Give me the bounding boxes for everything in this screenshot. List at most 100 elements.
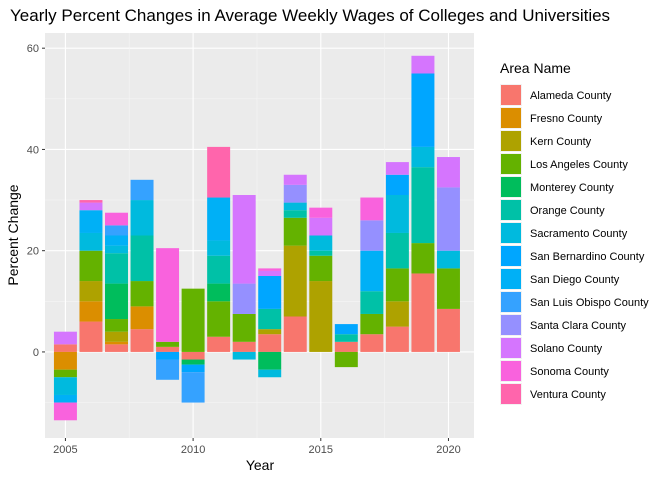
bar-segment <box>79 210 103 233</box>
bar-segment <box>105 344 128 352</box>
bar-segment <box>156 359 180 380</box>
legend-label: Sacramento County <box>530 228 628 240</box>
bar-segment <box>436 187 460 251</box>
bar-segment <box>130 235 154 282</box>
bar-segment <box>105 341 128 345</box>
bar-segment <box>436 268 460 309</box>
bar-segment <box>411 273 435 352</box>
legend-label: Orange County <box>530 205 605 217</box>
bar-segment <box>334 334 358 342</box>
bar-segment <box>79 281 103 302</box>
bar-segment <box>207 336 231 352</box>
bar-segment <box>105 212 128 226</box>
bar-segment <box>79 250 103 282</box>
legend-key <box>501 85 521 105</box>
x-axis-title: Year <box>246 457 275 473</box>
bar-segment <box>53 369 77 378</box>
y-axis-title: Percent Change <box>5 184 21 285</box>
bar-segment <box>360 250 384 292</box>
legend-label: Kern County <box>530 136 592 148</box>
legend-key <box>501 177 521 197</box>
bar-segment <box>130 329 154 352</box>
bar-segment <box>181 364 205 373</box>
legend-key <box>501 154 521 174</box>
bar-segment <box>411 243 435 274</box>
y-tick-label: 40 <box>27 144 39 156</box>
bar-segment <box>130 306 154 330</box>
bar-segment <box>411 146 435 168</box>
y-tick-label: 20 <box>27 246 39 258</box>
legend: Alameda County Fresno County Kern County Lo… <box>500 84 649 405</box>
bar-segment <box>181 359 205 365</box>
bar-segment <box>385 162 409 175</box>
legend-label: San Diego County <box>530 274 620 286</box>
legend-key <box>501 200 521 220</box>
bar-segment <box>258 329 282 335</box>
bar-segment <box>79 301 103 322</box>
bar-segment <box>105 225 128 236</box>
bar-segment <box>411 73 435 147</box>
bar-segment <box>207 240 231 256</box>
legend-label: Ventura County <box>530 389 606 401</box>
bar-segment <box>53 351 77 370</box>
bar-segment <box>232 341 256 352</box>
bar-segment <box>53 402 77 421</box>
bar-segment <box>232 313 256 342</box>
legend-key <box>501 338 521 358</box>
bar-segment <box>105 331 128 342</box>
bar-segment <box>385 301 409 327</box>
bar-segment <box>207 197 231 241</box>
bar-segment <box>258 334 282 352</box>
bar-segment <box>156 341 180 347</box>
bar-segment <box>258 351 282 370</box>
bar-segment <box>53 344 77 352</box>
bar-segment <box>258 308 282 330</box>
legend-title: Area Name <box>500 60 571 76</box>
bar-segment <box>105 283 128 320</box>
bars <box>53 55 460 421</box>
legend-key <box>501 269 521 289</box>
bar-segment <box>360 197 384 221</box>
bar-segment <box>53 331 77 345</box>
bar-segment <box>79 202 103 211</box>
bar-segment <box>258 268 282 271</box>
bar-segment <box>258 270 282 276</box>
bar-segment <box>334 351 358 368</box>
bar-segment <box>309 255 333 282</box>
legend-label: Fresno County <box>530 113 603 125</box>
legend-key <box>501 223 521 243</box>
bar-segment <box>181 372 205 403</box>
bar-segment <box>105 235 128 246</box>
legend-label: Alameda County <box>530 90 612 102</box>
legend-label: San Bernardino County <box>530 251 645 263</box>
bar-segment <box>130 281 154 307</box>
bar-segment <box>309 250 333 256</box>
bar-segment <box>385 268 409 302</box>
bar-segment <box>309 207 333 218</box>
legend-label: Solano County <box>530 343 603 355</box>
legend-key <box>501 108 521 128</box>
bar-segment <box>258 369 282 378</box>
bar-segment <box>360 334 384 352</box>
bar-segment <box>436 250 460 269</box>
bar-segment <box>411 55 435 74</box>
x-tick-label: 2005 <box>53 444 77 456</box>
bar-segment <box>360 313 384 335</box>
bar-segment <box>385 195 409 233</box>
bar-segment <box>309 281 333 352</box>
bar-segment <box>181 351 205 360</box>
legend-label: Santa Clara County <box>530 320 626 332</box>
chart-title: Yearly Percent Changes in Average Weekly… <box>10 6 610 25</box>
bar-segment <box>283 174 307 185</box>
bar-segment <box>130 179 154 201</box>
bar-segment <box>436 308 460 352</box>
legend-key <box>501 131 521 151</box>
bar-segment <box>207 255 231 284</box>
legend-key <box>501 246 521 266</box>
bar-segment <box>283 245 307 317</box>
bar-segment <box>385 326 409 352</box>
bar-segment <box>207 283 231 302</box>
bar-segment <box>283 210 307 218</box>
bar-segment <box>385 232 409 269</box>
